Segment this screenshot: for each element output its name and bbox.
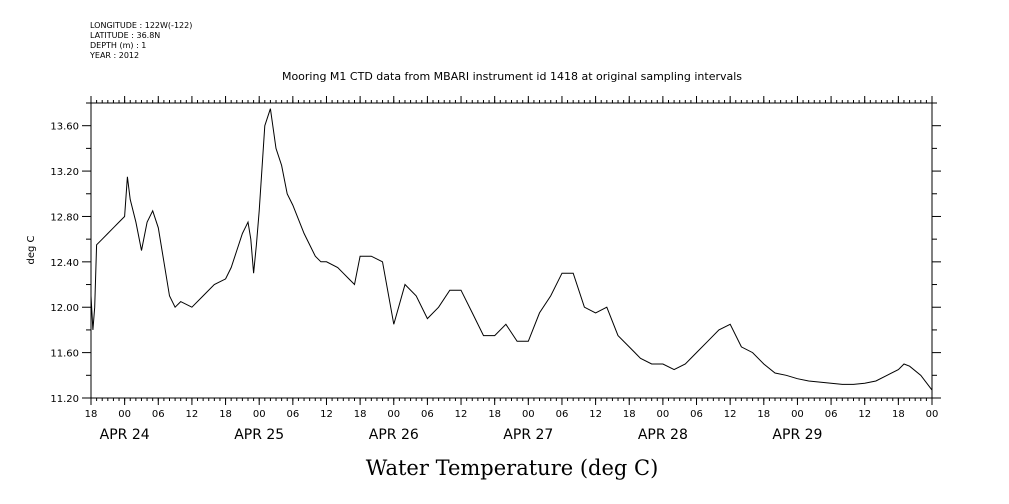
date-labels: APR 24 APR 25 APR 26 APR 27 APR 28 APR 29 (100, 427, 823, 443)
x-tick-label: 12 (186, 409, 199, 420)
date-label: APR 25 (234, 427, 284, 443)
y-axis-label: deg C (26, 235, 37, 264)
minor-ticks (90, 100, 933, 401)
x-tick-label: 12 (724, 409, 737, 420)
longitude-text: LONGITUDE : 122W(-122) (90, 21, 193, 30)
y-tick-label: 11.20 (50, 394, 79, 405)
x-tick-label: 12 (320, 409, 333, 420)
x-tick-label: 18 (85, 409, 98, 420)
date-label: APR 28 (638, 427, 688, 443)
mooring-metadata: LONGITUDE : 122W(-122) LATITUDE : 36.8N … (90, 21, 192, 61)
y-axis: 11.20 11.60 12.00 12.40 12.80 13.20 13.60 (50, 102, 941, 405)
x-tick-label: 18 (757, 409, 770, 420)
x-tick-label: 12 (589, 409, 602, 420)
x-tick-label: 18 (219, 409, 232, 420)
x-tick-label: 00 (657, 409, 670, 420)
plot-frame (90, 102, 933, 399)
y-tick-label: 13.20 (50, 167, 79, 178)
x-tick-label: 12 (858, 409, 871, 420)
chart-title: Mooring M1 CTD data from MBARI instrumen… (282, 70, 742, 83)
year-text: YEAR : 2012 (90, 51, 140, 60)
x-tick-label: 00 (118, 409, 131, 420)
y-tick-label: 12.80 (50, 212, 79, 223)
y-tick-label: 12.40 (50, 258, 79, 269)
x-tick-label: 06 (556, 409, 569, 420)
water-temperature-line (90, 108, 933, 391)
date-label: APR 27 (503, 427, 553, 443)
x-tick-label: 00 (791, 409, 804, 420)
date-label: APR 26 (369, 427, 419, 443)
date-label: APR 24 (100, 427, 150, 443)
depth-text: DEPTH (m) : 1 (90, 41, 147, 50)
x-tick-label: 18 (354, 409, 367, 420)
x-tick-label: 18 (892, 409, 905, 420)
date-label: APR 29 (772, 427, 822, 443)
x-tick-label: 18 (488, 409, 501, 420)
y-tick-label: 13.60 (50, 122, 79, 133)
x-tick-label: 00 (926, 409, 939, 420)
x-tick-label: 00 (522, 409, 535, 420)
x-tick-label: 06 (690, 409, 703, 420)
y-tick-label: 11.60 (50, 349, 79, 360)
x-tick-label: 18 (623, 409, 636, 420)
x-tick-label: 12 (455, 409, 468, 420)
y-tick-label: 12.00 (50, 303, 79, 314)
x-axis-label: Water Temperature (deg C) (366, 456, 659, 480)
latitude-text: LATITUDE : 36.8N (90, 31, 161, 40)
x-tick-label: 00 (387, 409, 400, 420)
x-axis: 18 00 06 12 18 00 06 12 18 00 06 12 18 00 06 12 18 00 06 12… (85, 96, 939, 420)
x-tick-label: 00 (253, 409, 266, 420)
x-tick-label: 06 (825, 409, 838, 420)
x-tick-label: 06 (152, 409, 165, 420)
x-tick-label: 06 (421, 409, 434, 420)
x-tick-label: 06 (286, 409, 299, 420)
